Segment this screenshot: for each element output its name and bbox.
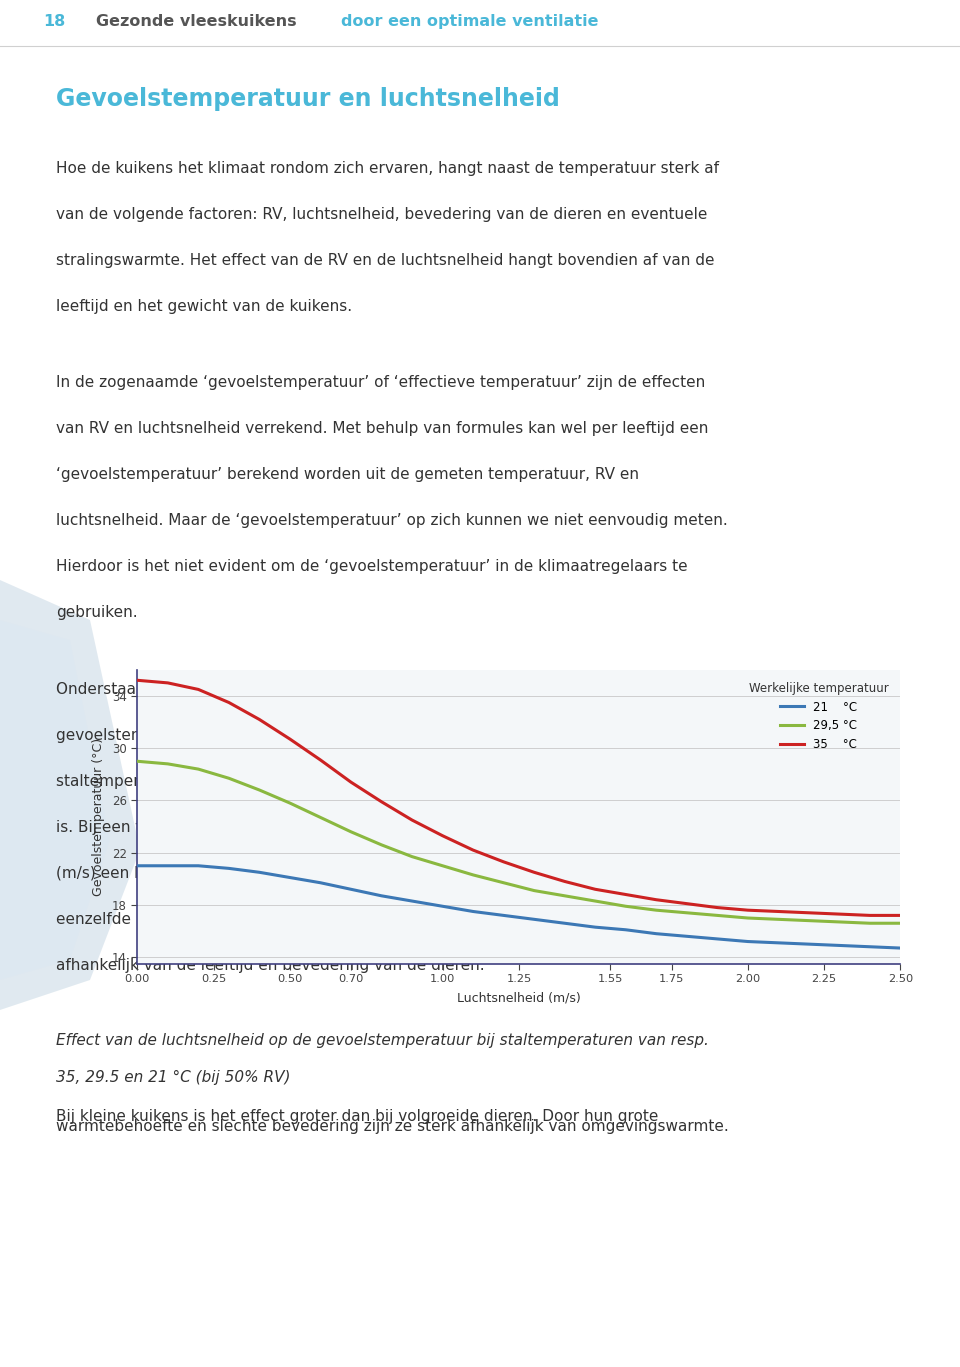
Text: Gevoelstemperatuur en luchtsnelheid: Gevoelstemperatuur en luchtsnelheid <box>56 87 560 111</box>
Text: (m/s) een koelend effect van ca. 3 °C. Bij een temperatuur van 35 °C geeft: (m/s) een koelend effect van ca. 3 °C. B… <box>56 865 631 880</box>
Text: van RV en luchtsnelheid verrekend. Met behulp van formules kan wel per leeftijd : van RV en luchtsnelheid verrekend. Met b… <box>56 421 708 436</box>
X-axis label: Luchtsnelheid (m/s): Luchtsnelheid (m/s) <box>457 991 581 1005</box>
Y-axis label: Gevoelstemperatuur (°C): Gevoelstemperatuur (°C) <box>92 738 105 895</box>
Text: In de zogenaamde ‘gevoelstemperatuur’ of ‘effectieve temperatuur’ zijn de effect: In de zogenaamde ‘gevoelstemperatuur’ of… <box>56 375 705 390</box>
Text: Bij kleine kuikens is het effect groter dan bij volgroeide dieren. Door hun grot: Bij kleine kuikens is het effect groter … <box>56 1109 658 1124</box>
Text: 18: 18 <box>43 14 65 29</box>
Text: eenzelfde luchtsnelheid een koelend effect van ca. 8 °C. Dit koelend effect is o: eenzelfde luchtsnelheid een koelend effe… <box>56 912 680 927</box>
Text: is. Bij een temperatuur van 21 °C geeft een luchtsnelheid van 1 meter per second: is. Bij een temperatuur van 21 °C geeft … <box>56 820 696 835</box>
Text: van de volgende factoren: RV, luchtsnelheid, bevedering van de dieren en eventue: van de volgende factoren: RV, luchtsnelh… <box>56 206 708 221</box>
Text: Gezonde vleeskuikens: Gezonde vleeskuikens <box>96 14 297 29</box>
Polygon shape <box>0 580 140 1010</box>
Text: luchtsnelheid. Maar de ‘gevoelstemperatuur’ op zich kunnen we niet eenvoudig met: luchtsnelheid. Maar de ‘gevoelstemperatu… <box>56 513 728 528</box>
Text: warmtebehoefte en slechte bevedering zijn ze sterk afhankelijk van omgevingswarm: warmtebehoefte en slechte bevedering zij… <box>56 1120 729 1135</box>
Text: leeftijd en het gewicht van de kuikens.: leeftijd en het gewicht van de kuikens. <box>56 298 351 313</box>
Text: Hoe de kuikens het klimaat rondom zich ervaren, hangt naast de temperatuur sterk: Hoe de kuikens het klimaat rondom zich e… <box>56 160 719 175</box>
Text: gebruiken.: gebruiken. <box>56 606 137 621</box>
Text: gevoelstemperatuur. Bij een hogere luchtsnelheid ervaren de kippen eenzelfde: gevoelstemperatuur. Bij een hogere lucht… <box>56 727 663 742</box>
Text: ‘gevoelstemperatuur’ berekend worden uit de gemeten temperatuur, RV en: ‘gevoelstemperatuur’ berekend worden uit… <box>56 468 638 483</box>
Polygon shape <box>0 621 110 980</box>
Text: Onderstaande figuur geeft een beeld van het effect van de luchtsnelheid op de: Onderstaande figuur geeft een beeld van … <box>56 682 665 697</box>
Legend: 21    °C, 29,5 °C, 35    °C: 21 °C, 29,5 °C, 35 °C <box>743 675 895 757</box>
Text: stralingswarmte. Het effect van de RV en de luchtsnelheid hangt bovendien af van: stralingswarmte. Het effect van de RV en… <box>56 253 714 268</box>
Text: Hierdoor is het niet evident om de ‘gevoelstemperatuur’ in de klimaatregelaars t: Hierdoor is het niet evident om de ‘gevo… <box>56 559 687 574</box>
Text: afhankelijk van de leeftijd en bevedering van de dieren.: afhankelijk van de leeftijd en bevederin… <box>56 958 484 973</box>
Text: door een optimale ventilatie: door een optimale ventilatie <box>341 14 598 29</box>
Text: 35, 29.5 en 21 °C (bij 50% RV): 35, 29.5 en 21 °C (bij 50% RV) <box>56 1070 290 1085</box>
Text: Effect van de luchtsnelheid op de gevoelstemperatuur bij staltemperaturen van re: Effect van de luchtsnelheid op de gevoel… <box>56 1033 708 1047</box>
Text: staltemperatuur als kouder. Hoe hoger de temperatuur, hoe groter het koelend eff: staltemperatuur als kouder. Hoe hoger de… <box>56 774 713 789</box>
